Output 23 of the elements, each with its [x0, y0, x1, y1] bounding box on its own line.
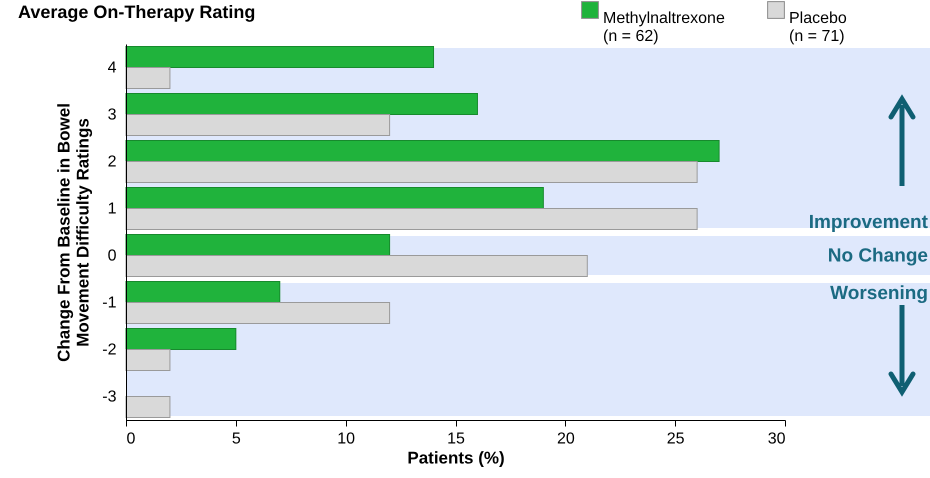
y-tick-label: 2 — [108, 154, 117, 170]
x-tick-label: 10 — [337, 430, 356, 448]
x-tick-label: 5 — [232, 430, 241, 448]
band-label: Improvement — [808, 212, 929, 233]
y-tick-label: -3 — [102, 388, 117, 406]
x-tick-label: 15 — [447, 430, 465, 448]
y-tick-label: 4 — [108, 60, 117, 76]
x-axis-title: Patients (%) — [407, 448, 505, 468]
y-tick-label: 0 — [108, 248, 117, 264]
y-axis-title: Change From Baseline in Bowel Movement Difficulty Ratings — [54, 103, 92, 362]
y-tick-label: 3 — [108, 106, 117, 124]
y-tick-label: -1 — [102, 294, 117, 312]
x-tick-label: 0 — [126, 430, 136, 448]
band-label: Worsening — [830, 283, 928, 304]
band-label: No Change — [828, 246, 928, 266]
chart-title: Average On-Therapy Rating — [18, 2, 256, 22]
x-tick-label: 25 — [666, 430, 685, 448]
legend-label: Methylnaltrexone (n = 62) — [603, 10, 725, 45]
y-tick-label: 1 — [108, 200, 117, 218]
x-tick-label: 30 — [768, 430, 786, 448]
y-tick-label: -2 — [102, 342, 117, 358]
legend-label: Placebo (n = 71) — [789, 10, 847, 45]
x-tick-label: 20 — [556, 430, 575, 448]
